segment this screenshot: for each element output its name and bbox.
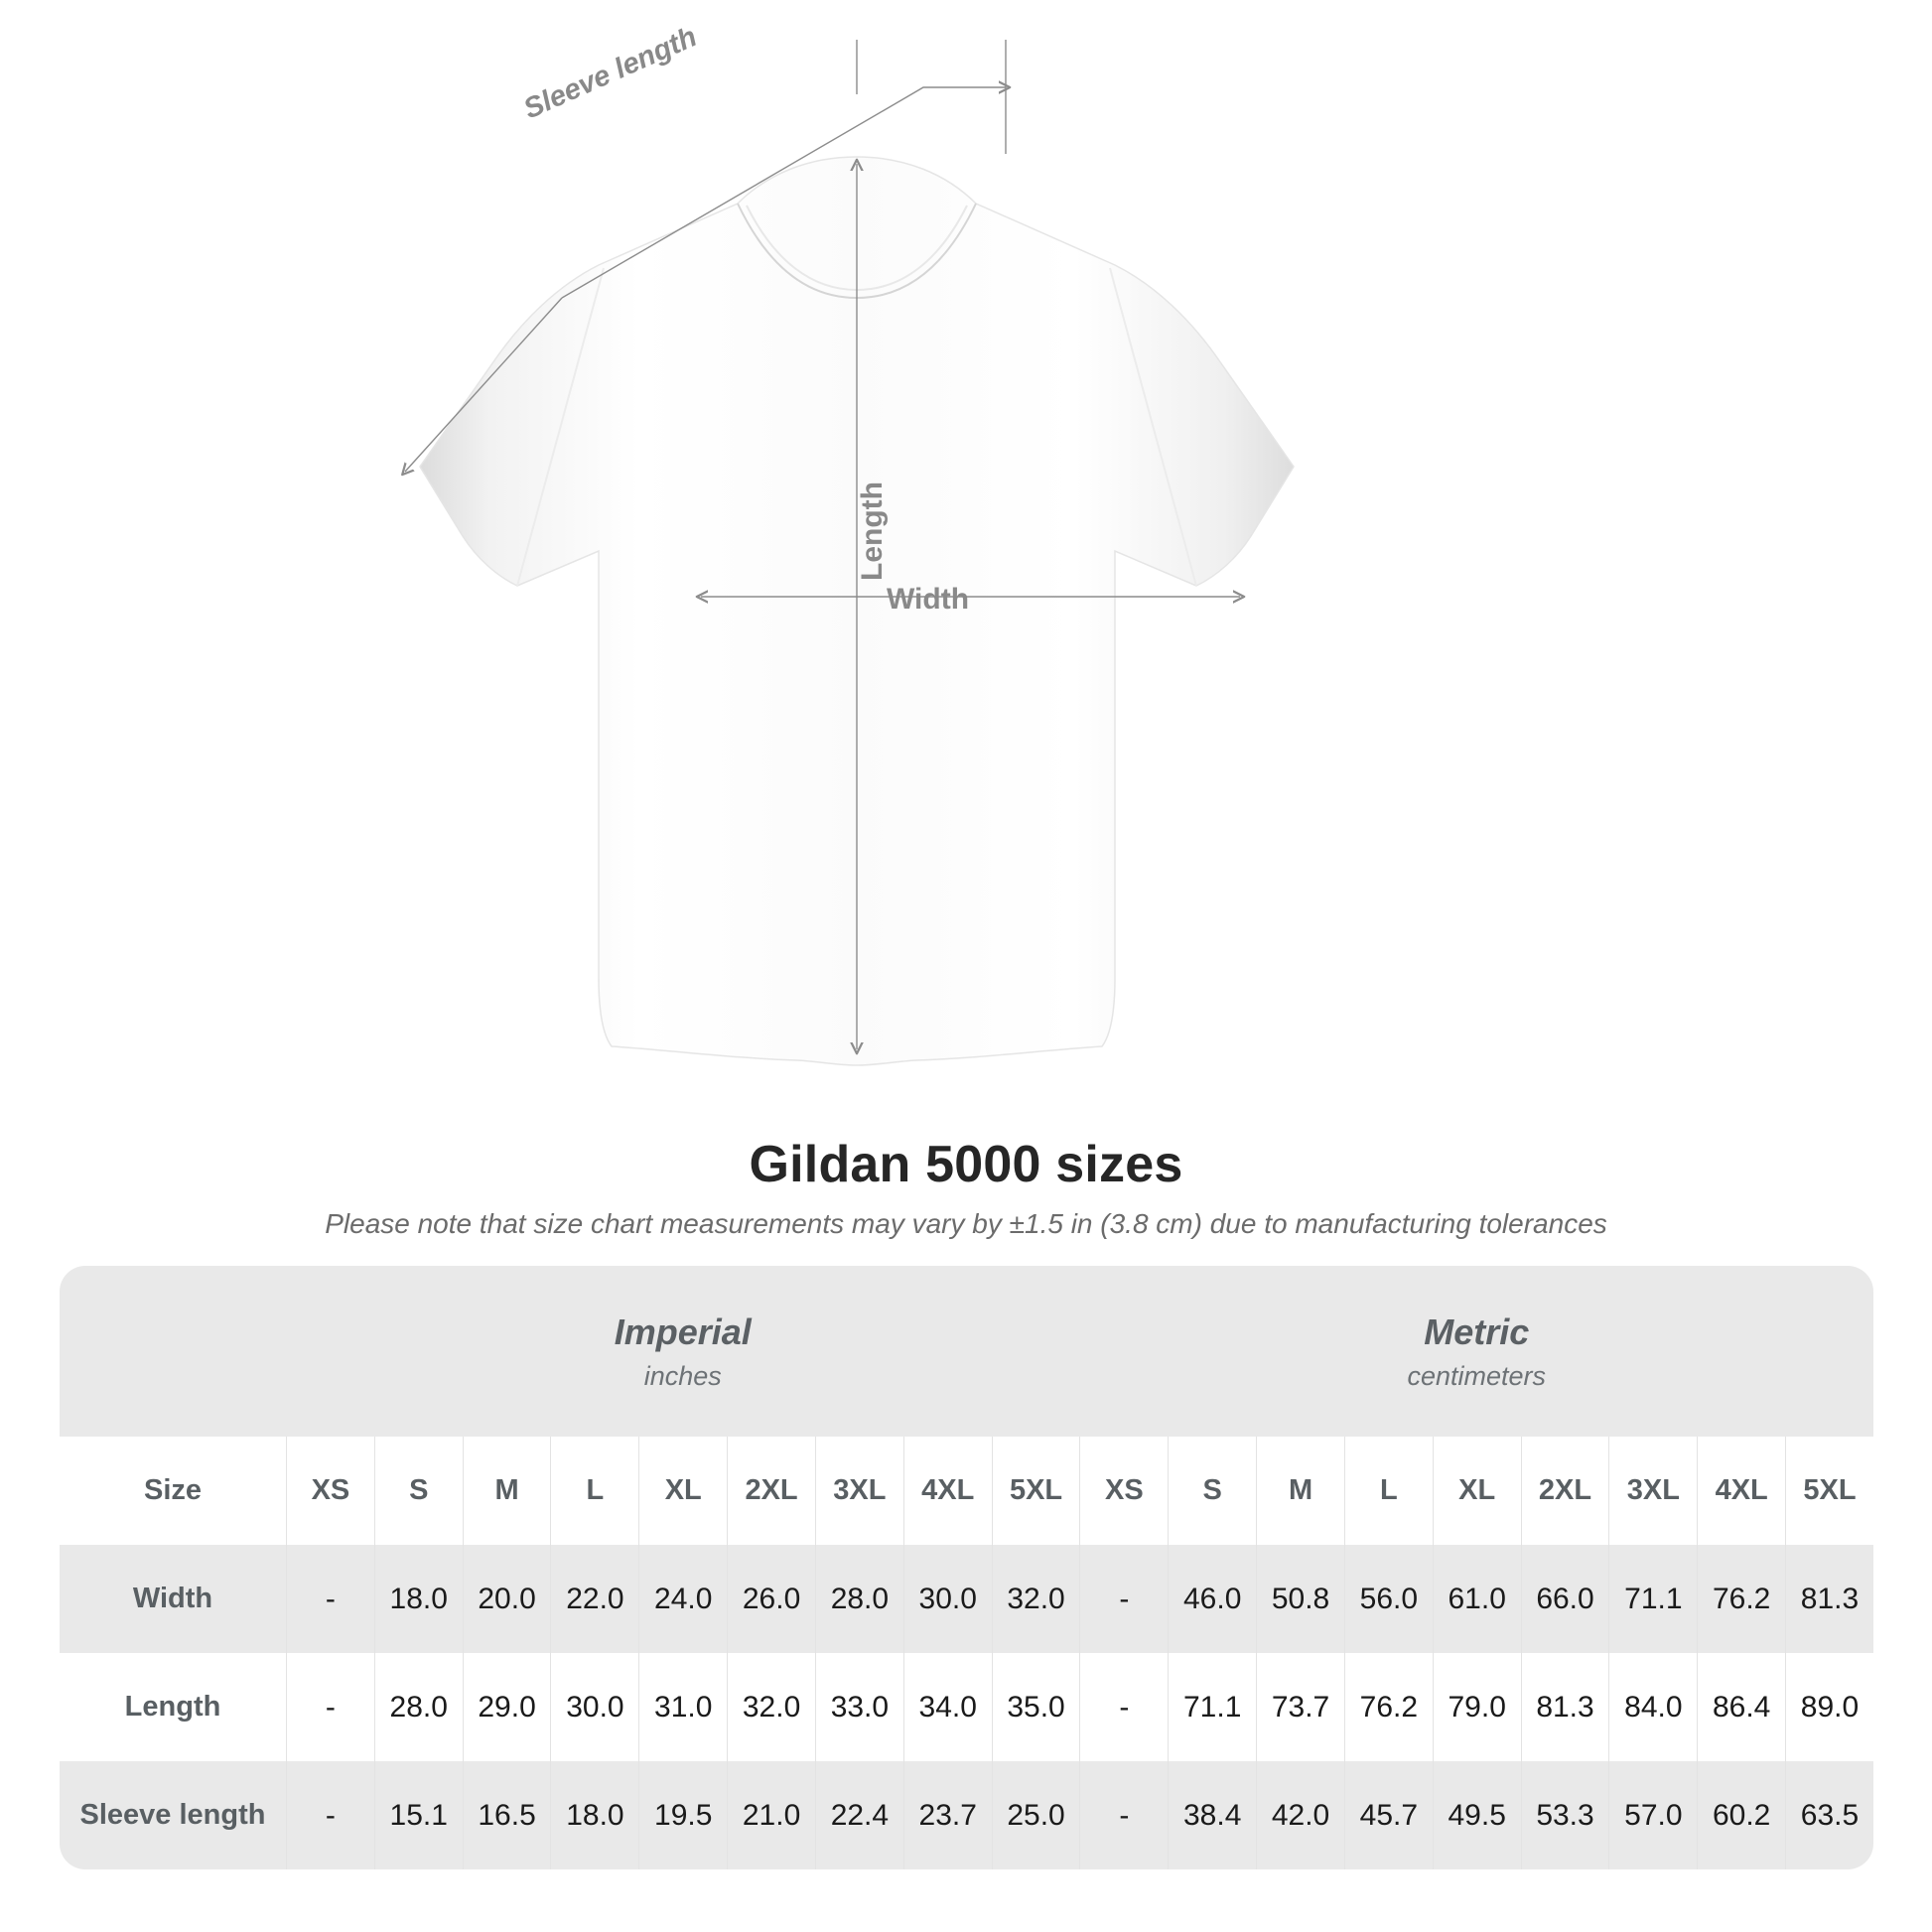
svg-text:Sleeve length: Sleeve length bbox=[519, 21, 702, 125]
svg-text:Length: Length bbox=[856, 482, 889, 581]
svg-text:Width: Width bbox=[887, 583, 969, 616]
